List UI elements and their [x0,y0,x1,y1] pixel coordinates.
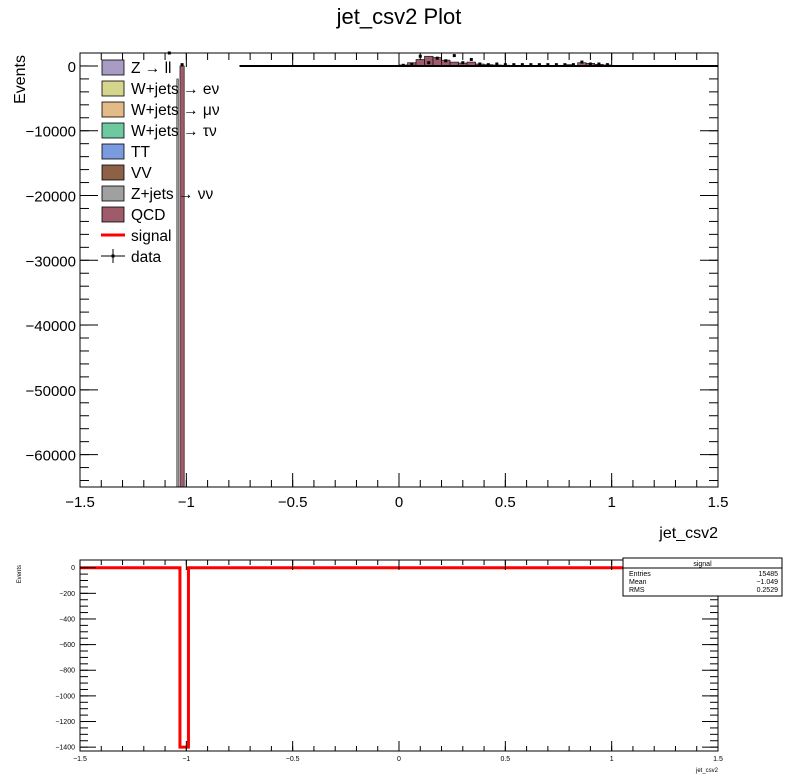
main-x-tick-label-0: −1.5 [65,494,95,511]
zjets-bar [176,78,179,488]
data-point-24 [605,63,609,67]
chart-title: jet_csv2 Plot [336,4,462,29]
stats-box-value-1: −1.049 [756,579,778,586]
legend-label-8: signal [131,228,172,245]
data-point-0 [401,63,405,67]
main-y-tick-label-5: −50000 [26,383,76,400]
stats-box-value-0: 15485 [759,571,779,578]
data-point-17 [546,63,550,67]
data-point-6 [452,54,456,58]
data-point-16 [537,63,541,67]
legend-swatch-6 [101,185,125,202]
stats-box-label-0: Entries [629,571,651,578]
main-y-tick-label-3: −30000 [26,253,76,270]
legend-label-7: QCD [131,207,165,224]
data-point-23 [597,62,601,66]
legend-swatch-2 [101,101,125,118]
ratio-plot-frame [79,559,719,752]
legend-swatch-3 [101,122,125,139]
stats-box-label-2: RMS [629,587,645,594]
main-x-tick-label-1: −1 [178,494,195,511]
ratio-x-tick-label-4: 0.5 [500,756,510,763]
ratio-x-tick-label-1: −1 [182,756,190,763]
main-x-axis-label: jet_csv2 [658,525,718,542]
stats-box-value-2: 0.2529 [757,587,779,594]
data-point-18 [554,63,558,67]
data-point-19 [563,63,567,67]
legend-label-5: VV [131,165,152,182]
legend-swatch-1 [101,80,125,97]
stats-box [622,557,783,597]
legend-label-1: W+jets → eν [131,81,220,98]
data-point-20 [571,63,575,67]
ratio-y-tick-label-6: −1200 [55,719,75,726]
data-point-14 [520,63,524,67]
ratio-x-tick-label-3: 0 [397,756,401,763]
data-point-15 [529,63,533,67]
legend-swatch-point-9 [111,254,115,258]
stats-box-label-1: Mean [629,579,647,586]
main-x-tick-label-3: 0 [395,494,403,511]
data-point-13 [512,63,516,67]
ratio-y-tick-label-3: −600 [59,642,75,649]
ratio-y-tick-label-4: −800 [59,668,75,675]
data-point-21 [580,60,584,64]
main-x-tick-label-2: −0.5 [278,494,308,511]
main-x-tick-label-4: 0.5 [495,494,516,511]
data-point-26 [180,63,184,67]
main-y-axis-label: Events [12,55,29,104]
legend-label-0: Z → ll [131,60,171,77]
ratio-x-axis-label: jet_csv2 [695,768,719,774]
ratio-y-tick-label-7: −1400 [55,745,75,752]
main-x-tick-label-6: 1.5 [708,494,729,511]
main-y-tick-label-0: 0 [68,59,76,76]
data-point-7 [461,61,465,65]
data-point-3 [427,61,431,65]
main-x-tick-label-5: 1 [607,494,615,511]
legend-swatch-5 [101,164,125,181]
ratio-y-tick-label-2: −400 [59,616,75,623]
data-point-5 [444,59,448,63]
stats-box-title: signal [693,561,712,568]
data-point-9 [478,62,482,66]
legend-swatch-4 [101,143,125,160]
ratio-y-axis-label: Events [17,565,23,583]
legend-label-3: W+jets → τν [131,123,217,140]
main-y-tick-label-4: −40000 [26,318,76,335]
main-y-tick-label-2: −20000 [26,189,76,206]
ratio-y-tick-label-5: −1000 [55,693,75,700]
legend-label-6: Z+jets → νν [131,186,214,203]
data-point-1 [410,62,414,66]
ratio-x-tick-label-2: −0.5 [286,756,300,763]
data-point-10 [486,63,490,67]
main-y-tick-label-1: −10000 [26,124,76,141]
ratio-x-tick-label-0: −1.5 [73,756,87,763]
qcd-bar-4 [424,55,434,67]
data-point-8 [469,57,473,61]
data-point-4 [435,56,439,60]
ratio-y-tick-label-1: −200 [59,591,75,598]
data-point-22 [588,62,592,66]
data-point-11 [495,62,499,66]
legend-swatch-0 [101,59,125,76]
signal-line [80,566,718,749]
legend-label-4: TT [131,144,150,161]
legend-label-9: data [131,249,162,266]
ratio-x-tick-label-6: 1.5 [713,756,723,763]
main-y-tick-label-6: −60000 [26,448,76,465]
legend-swatch-7 [101,206,125,223]
legend-label-2: W+jets → μν [131,102,220,119]
ratio-x-tick-label-5: 1 [610,756,614,763]
ratio-y-tick-label-0: 0 [71,565,75,572]
